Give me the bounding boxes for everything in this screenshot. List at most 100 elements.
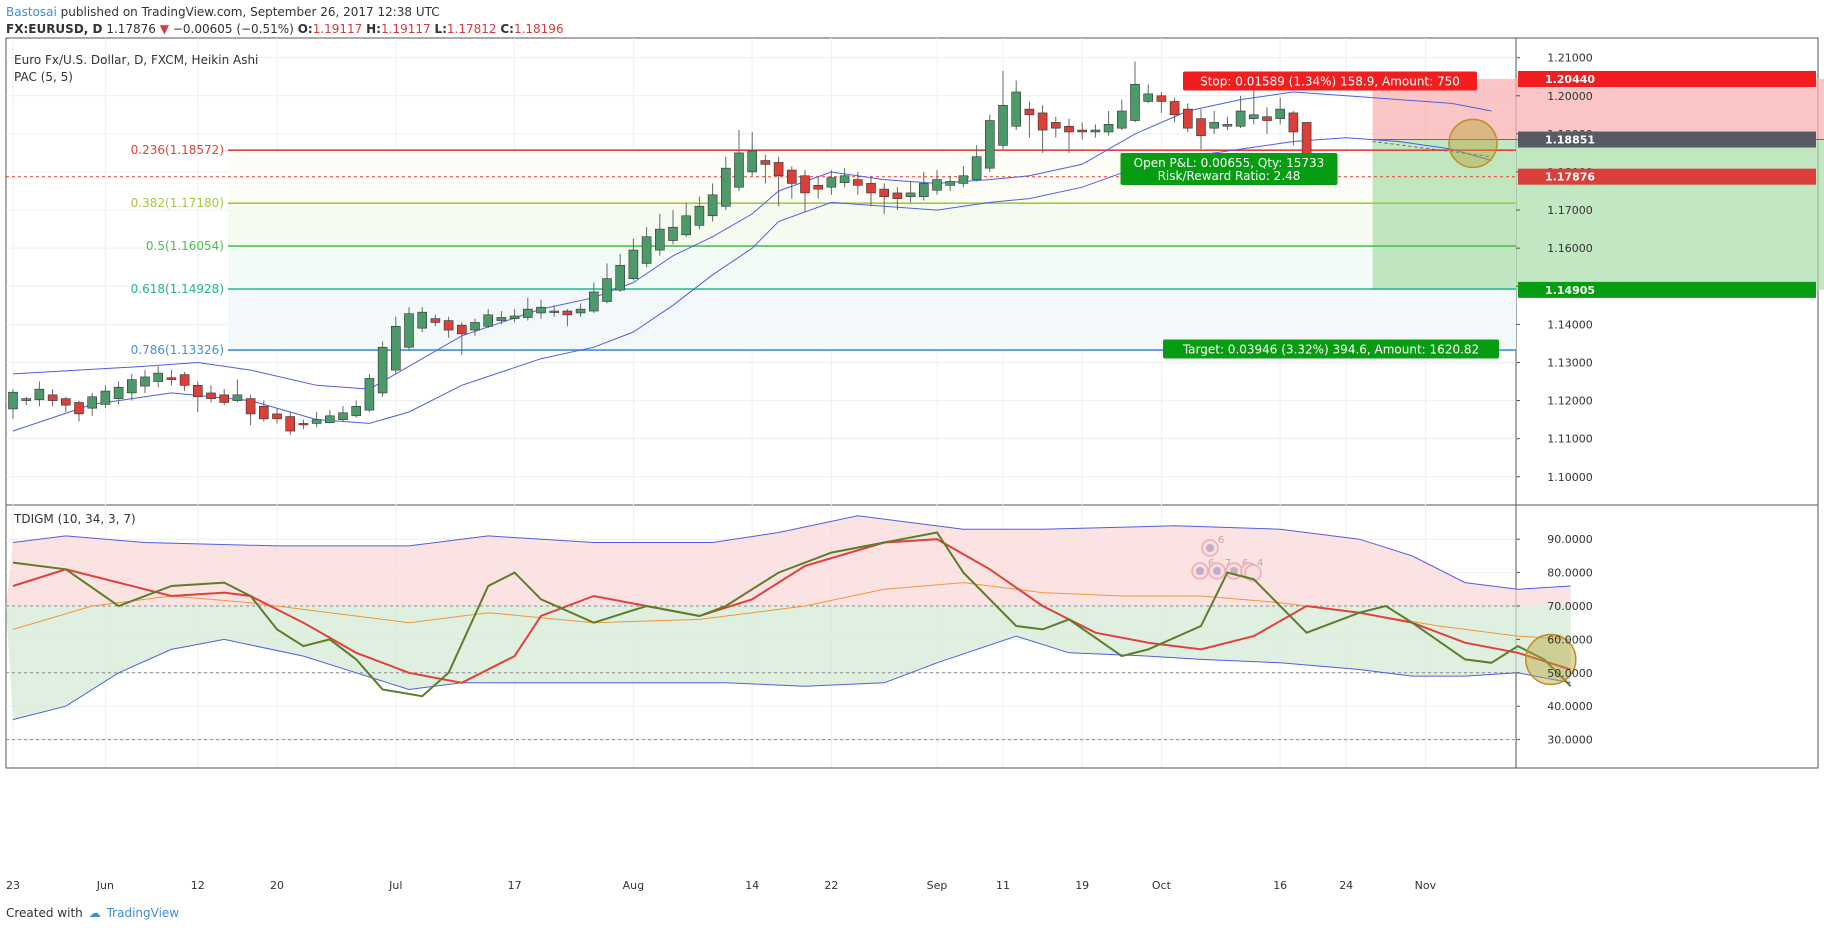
candle-body — [417, 311, 428, 329]
candle — [747, 131, 758, 176]
tradingview-logo-icon[interactable]: ☁ — [88, 906, 101, 920]
candle — [127, 373, 137, 401]
candle — [404, 307, 414, 352]
candle — [641, 227, 652, 268]
candle-body — [21, 398, 32, 401]
candle — [430, 314, 441, 327]
candle-body — [1011, 91, 1022, 127]
candle — [654, 213, 665, 256]
candle-body — [509, 315, 520, 319]
target-price-tag-text: 1.14905 — [1545, 284, 1595, 297]
pac-lower-line — [12, 137, 1492, 432]
candle-body — [127, 379, 137, 394]
candle-body — [1024, 108, 1035, 116]
highlight-circle — [1448, 118, 1498, 169]
candle-body — [113, 386, 124, 399]
candle-body — [549, 310, 560, 313]
candle-body — [1169, 101, 1180, 116]
candle — [575, 303, 586, 317]
fib-level-label: 0.382(1.17180) — [131, 196, 224, 210]
stop-label: Stop: 0.01589 (1.34%) 158.9, Amount: 750 — [1183, 71, 1477, 91]
candle — [1222, 116, 1233, 131]
candle — [773, 156, 784, 207]
candle-body — [615, 265, 626, 291]
time-tick-label: 20 — [270, 879, 284, 892]
candle — [1051, 116, 1061, 138]
candle-body — [87, 396, 97, 409]
candle — [984, 114, 995, 172]
candle — [364, 373, 375, 412]
candle — [998, 70, 1008, 150]
candle — [852, 171, 863, 195]
pnl-label-text: Risk/Reward Ratio: 2.48 — [1158, 169, 1301, 183]
oversold-band — [6, 606, 1571, 720]
price-tick-label: 1.20000 — [1547, 90, 1593, 103]
osc-tick-label: 80.0000 — [1547, 567, 1593, 580]
tdigm-line — [12, 515, 1571, 590]
stop-label-text: Stop: 0.01589 (1.34%) 158.9, Amount: 750 — [1200, 75, 1460, 89]
candle-body — [839, 175, 850, 183]
candle-body — [483, 314, 494, 327]
candle-body — [1196, 118, 1206, 137]
projection-line — [1372, 140, 1492, 158]
candle-body — [971, 156, 982, 180]
time-tick-label: 24 — [1339, 879, 1353, 892]
candle — [298, 419, 309, 430]
close-value: 1.18196 — [513, 22, 564, 36]
candle-body — [443, 320, 454, 331]
candle-body — [1064, 125, 1074, 133]
candle-body — [430, 318, 441, 323]
candle-body — [602, 278, 612, 302]
candle — [1183, 103, 1193, 132]
candle-body — [707, 194, 718, 217]
candle — [219, 389, 229, 406]
candle — [417, 307, 428, 332]
candle — [945, 175, 956, 192]
candle — [1077, 122, 1087, 140]
candle — [694, 196, 705, 230]
candle — [483, 309, 494, 329]
candle-body — [773, 162, 784, 177]
candle — [1117, 99, 1127, 131]
candle — [800, 170, 810, 212]
candle-body — [60, 398, 71, 406]
published-text: published on TradingView.com, September … — [60, 5, 440, 19]
tradingview-link[interactable]: TradingView — [106, 906, 180, 920]
tdigm-line — [12, 635, 1571, 721]
high-label: H: — [366, 22, 381, 36]
time-tick-label: 14 — [745, 879, 759, 892]
candle — [193, 381, 203, 412]
candle-body — [1275, 108, 1285, 119]
candle-body — [311, 419, 322, 424]
candle-body — [1209, 122, 1219, 129]
candle-body — [588, 291, 599, 312]
candle — [87, 392, 97, 416]
entry-price-tag-bg — [1518, 131, 1816, 148]
time-tick-label: 23 — [6, 879, 20, 892]
candle-body — [1037, 112, 1048, 131]
candle — [311, 411, 322, 428]
candle — [971, 145, 982, 182]
candle — [153, 366, 163, 388]
candle — [1064, 118, 1074, 153]
time-tick-label: Nov — [1415, 879, 1437, 892]
candle — [760, 154, 771, 184]
fib-level-label: 0.786(1.13326) — [131, 343, 224, 357]
candle — [1103, 111, 1114, 136]
candle-body — [786, 169, 797, 184]
candle-body — [1222, 124, 1233, 127]
candle — [206, 385, 216, 403]
fib-level-label: 0.5(1.16054) — [146, 239, 224, 253]
candle-body — [1143, 93, 1153, 102]
candle — [1288, 111, 1299, 146]
osc-tick-label: 30.0000 — [1547, 734, 1593, 747]
osc-tick-label: 60.0000 — [1547, 633, 1593, 646]
candle — [1011, 80, 1022, 131]
candle — [734, 130, 744, 192]
candle-body — [324, 415, 335, 423]
candle-body — [219, 394, 229, 403]
osc-tick-label: 40.0000 — [1547, 700, 1593, 713]
candle-body — [720, 167, 731, 207]
author-link[interactable]: Bastosai — [6, 5, 57, 19]
